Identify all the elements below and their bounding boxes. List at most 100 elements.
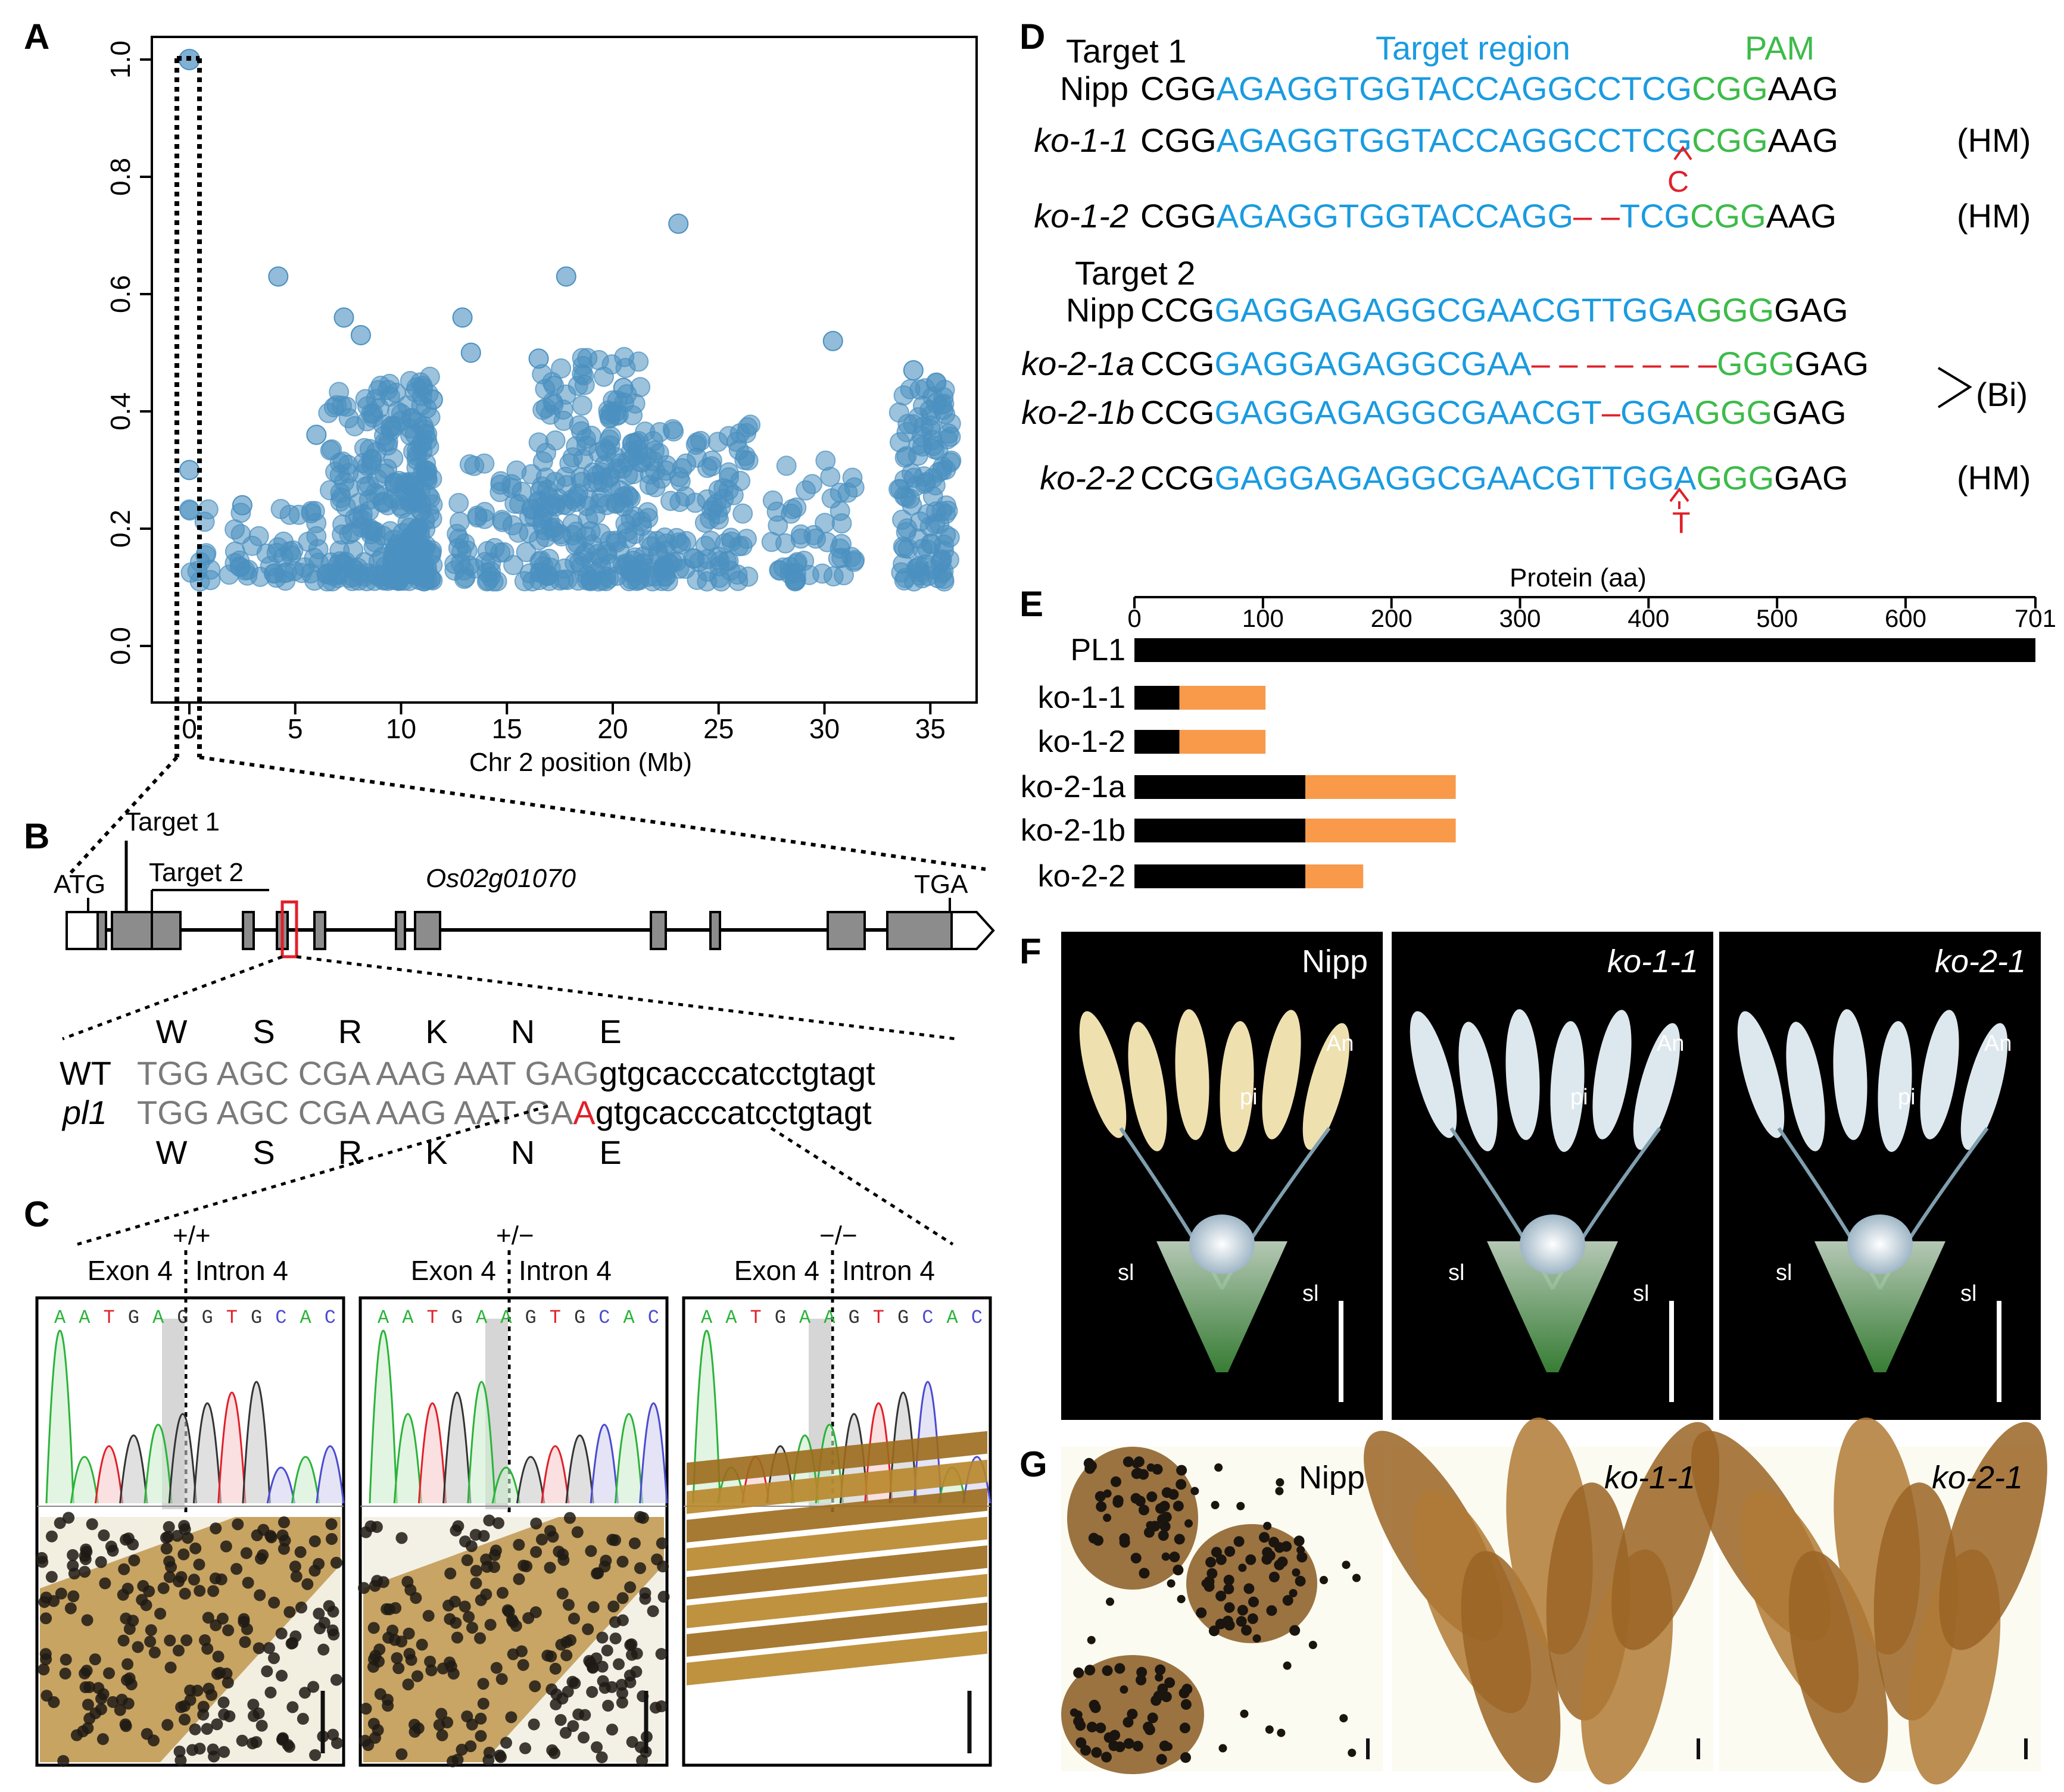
pollen-grain	[275, 1627, 288, 1640]
row-name: ko-1-2	[1034, 197, 1128, 235]
trace-peak	[516, 1456, 545, 1504]
data-point	[576, 435, 597, 456]
pollen-grain	[1245, 1554, 1257, 1565]
y-tick-label: 0.0	[105, 627, 136, 665]
pollen-grain	[201, 1643, 214, 1655]
pollen-grain	[179, 1587, 191, 1600]
label-pi: pi	[1570, 1085, 1588, 1110]
amino-acid: N	[511, 1013, 535, 1050]
label-sl: sl	[1633, 1281, 1649, 1306]
data-point	[939, 423, 959, 444]
pollen-grain	[79, 1550, 91, 1562]
pollen-grain	[215, 1573, 227, 1585]
pollen-grain	[1180, 1699, 1192, 1710]
data-point	[933, 399, 954, 420]
data-point	[535, 398, 556, 419]
pollen-grain	[82, 1722, 94, 1734]
pollen-grain	[530, 1517, 542, 1529]
pollen-grain	[202, 1612, 214, 1624]
pollen-grain	[461, 1554, 473, 1566]
pollen-grain	[48, 1696, 60, 1709]
pollen-grain	[480, 1588, 492, 1601]
data-point	[936, 525, 956, 545]
pollen-grain	[626, 1735, 638, 1748]
label-sl: sl	[1448, 1260, 1464, 1285]
y-tick-label: 0.4	[105, 392, 136, 430]
data-point	[574, 374, 595, 395]
x-tick-label: 30	[809, 713, 840, 744]
pollen-grain	[1086, 1460, 1097, 1472]
pollen-grain	[1123, 1738, 1134, 1749]
panel-e-label: E	[1019, 584, 1043, 624]
pollen-grain	[1281, 1541, 1292, 1552]
pollen-grain	[623, 1669, 636, 1682]
data-point	[529, 562, 550, 583]
data-point	[831, 513, 852, 534]
pollen-grain	[1136, 1674, 1147, 1685]
data-point	[383, 448, 404, 469]
pollen-grain	[567, 1720, 579, 1732]
data-point	[336, 397, 357, 417]
data-point	[921, 534, 941, 555]
pollen-grain	[120, 1720, 132, 1732]
label-pi: pi	[1240, 1085, 1258, 1110]
pollen-grain	[165, 1561, 177, 1574]
anther	[1128, 1022, 1167, 1151]
data-point	[690, 430, 711, 451]
pollen-grain	[80, 1665, 93, 1677]
anther-images: Nipp ko-1-1 ko-2-1	[1061, 1417, 2047, 1785]
gene-name: Os02g01070	[426, 864, 576, 893]
pollen-grain	[367, 1718, 380, 1730]
plot-frame	[151, 36, 978, 704]
data-point	[281, 545, 302, 566]
e-tick-label: 100	[1242, 604, 1284, 632]
data-point	[539, 511, 560, 532]
data-point	[556, 384, 576, 405]
pollen-grain	[1179, 1722, 1190, 1734]
anther	[1505, 1009, 1540, 1140]
x-tick-label: 10	[386, 713, 416, 744]
data-point	[553, 494, 573, 515]
row-name: Nipp	[1066, 291, 1134, 329]
pollen-grain	[1146, 1491, 1158, 1503]
data-point	[270, 499, 291, 520]
data-point	[406, 449, 427, 470]
pollen-grain	[211, 1718, 223, 1731]
pollen-grain	[160, 1532, 172, 1544]
pollen-grain	[325, 1518, 338, 1531]
pollen-grain	[278, 1516, 290, 1529]
bar-label: PL1	[1070, 633, 1125, 667]
pollen-grain	[373, 1643, 386, 1656]
data-point	[668, 213, 689, 234]
pollen-grain	[331, 1737, 343, 1749]
base-call: A	[54, 1307, 66, 1329]
pollen-grain	[67, 1559, 79, 1572]
pollen-grain	[1119, 1537, 1130, 1548]
pollen-grain	[383, 1603, 395, 1616]
base-call: A	[402, 1307, 414, 1329]
pollen-grain	[257, 1523, 270, 1536]
pollen-grain	[416, 1638, 428, 1651]
x-axis: 0 5 10 15 20 25 30 35	[182, 703, 946, 744]
pollen-grain	[286, 1701, 299, 1713]
amino-acid: S	[252, 1013, 275, 1050]
pollen-grain	[163, 1521, 175, 1533]
pollen-grain	[494, 1749, 506, 1762]
pollen-grain	[483, 1514, 495, 1526]
base-call: T	[750, 1307, 762, 1329]
data-point	[700, 530, 721, 551]
genotype-label: +/−	[496, 1221, 534, 1250]
data-point	[360, 524, 381, 545]
label-sl: sl	[1960, 1281, 1976, 1306]
pollen-grain	[1084, 1665, 1096, 1676]
panel-c-label: C	[24, 1194, 49, 1234]
pollen-grain	[1123, 1716, 1134, 1728]
pollen-grain	[529, 1680, 541, 1693]
pollen-grain	[425, 1664, 438, 1677]
row-sequence: CCGGAGGAGAGGCGAACGTTGGAGGGGAG	[1140, 459, 1848, 497]
trace-peak	[168, 1413, 198, 1504]
d-target1: Target 1	[1066, 32, 1186, 70]
pollen-grain	[1161, 1487, 1173, 1498]
pollen-grain	[451, 1753, 464, 1766]
pollen-grain	[436, 1729, 448, 1741]
